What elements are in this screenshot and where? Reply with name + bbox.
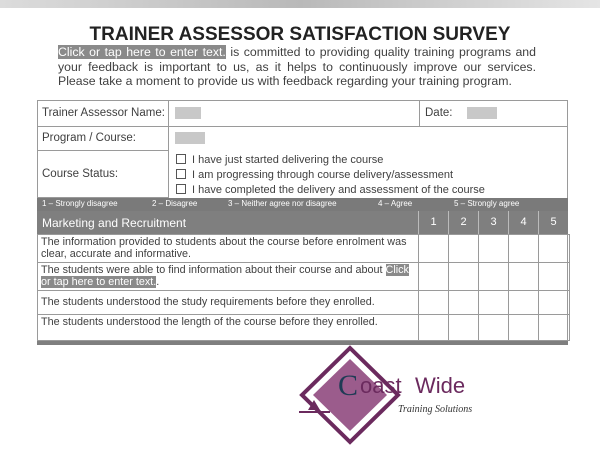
date-label: Date: bbox=[425, 107, 453, 119]
question-text: The students were able to find informati… bbox=[41, 264, 386, 276]
date-input[interactable] bbox=[467, 107, 497, 119]
column-number: 1 bbox=[418, 211, 448, 234]
rating-cell[interactable] bbox=[478, 262, 509, 291]
program-label: Program / Course: bbox=[42, 132, 136, 144]
program-input[interactable] bbox=[175, 132, 205, 144]
status-option: I am progressing through course delivery… bbox=[176, 168, 485, 183]
scale-label: 3 – Neither agree nor disagree bbox=[228, 199, 337, 208]
rating-cell[interactable] bbox=[418, 234, 449, 263]
logo-c: C bbox=[338, 369, 358, 402]
column-number: 4 bbox=[508, 211, 538, 234]
logo: C oast Wide Training Solutions bbox=[299, 345, 472, 445]
logo-coast: oast bbox=[360, 373, 402, 398]
cell bbox=[419, 100, 568, 127]
logo-inner bbox=[313, 359, 387, 431]
rating-cell[interactable] bbox=[508, 314, 539, 341]
logo-triangle bbox=[308, 400, 320, 410]
rating-cell[interactable] bbox=[478, 234, 509, 263]
rating-cell[interactable] bbox=[448, 234, 479, 263]
checkbox[interactable] bbox=[176, 184, 186, 194]
rating-cell[interactable] bbox=[418, 262, 449, 291]
question-text: The students understood the length of th… bbox=[41, 316, 378, 328]
option-text: I have just started delivering the cours… bbox=[192, 154, 384, 166]
question: The students were able to find informati… bbox=[41, 264, 416, 288]
checkbox[interactable] bbox=[176, 154, 186, 164]
title: TRAINER ASSESSOR SATISFACTION SURVEY bbox=[89, 24, 511, 45]
column-number: 5 bbox=[538, 211, 568, 234]
scale-label: 1 – Strongly disagree bbox=[42, 199, 118, 208]
intro-text: is committed to providing quality traini… bbox=[58, 45, 536, 88]
option-text: I am progressing through course delivery… bbox=[192, 169, 454, 181]
question: The students understood the study requir… bbox=[41, 296, 416, 308]
logo-wide: Wide bbox=[415, 373, 465, 398]
rating-cell[interactable] bbox=[508, 262, 539, 291]
top-banner bbox=[0, 0, 600, 8]
column-number: 3 bbox=[478, 211, 508, 234]
scale-bar bbox=[37, 198, 568, 211]
cell bbox=[37, 150, 169, 198]
scale-label: 2 – Disagree bbox=[152, 199, 198, 208]
status-option: I have completed the delivery and assess… bbox=[176, 183, 485, 198]
table-footer bbox=[37, 340, 568, 345]
question: The students understood the length of th… bbox=[41, 316, 416, 328]
trainer-input[interactable] bbox=[175, 107, 201, 119]
option-text: I have completed the delivery and assess… bbox=[192, 184, 485, 196]
rating-cell[interactable] bbox=[538, 290, 570, 315]
trainer-label: Trainer Assessor Name: bbox=[42, 107, 165, 119]
scale: 1 – Strongly disagree 2 – Disagree 3 – Nei… bbox=[42, 199, 562, 210]
rating-cell[interactable] bbox=[508, 234, 539, 263]
rating-cell[interactable] bbox=[478, 290, 509, 315]
rating-cell[interactable] bbox=[448, 314, 479, 341]
rating-cell[interactable] bbox=[448, 290, 479, 315]
section-header bbox=[37, 211, 568, 234]
rating-cell[interactable] bbox=[418, 290, 449, 315]
column-number: 2 bbox=[448, 211, 478, 234]
rating-cell[interactable] bbox=[418, 314, 449, 341]
rating-cell[interactable] bbox=[508, 290, 539, 315]
logo-tagline: Training Solutions bbox=[398, 404, 472, 415]
checkbox[interactable] bbox=[176, 169, 186, 179]
cell bbox=[168, 100, 420, 127]
question-end: . bbox=[156, 276, 160, 288]
section-title: Marketing and Recruitment bbox=[42, 216, 187, 230]
intro: Click or tap here to enter text. is comm… bbox=[58, 45, 536, 89]
placeholder[interactable]: Click or tap here to enter text. bbox=[58, 45, 226, 59]
status-options: I have just started delivering the cours… bbox=[176, 153, 485, 198]
rating-cell[interactable] bbox=[538, 262, 570, 291]
rating-cell[interactable] bbox=[538, 234, 570, 263]
question-text: The information provided to students abo… bbox=[41, 236, 407, 260]
scale-label: 5 – Strongly agree bbox=[454, 199, 520, 208]
status-option: I have just started delivering the cours… bbox=[176, 153, 485, 168]
status-label: Course Status: bbox=[42, 168, 119, 180]
rating-cell[interactable] bbox=[478, 314, 509, 341]
question-text: The students understood the study requir… bbox=[41, 296, 375, 308]
question: The information provided to students abo… bbox=[41, 236, 416, 260]
rating-cell[interactable] bbox=[448, 262, 479, 291]
scale-label: 4 – Agree bbox=[378, 199, 413, 208]
rating-cell[interactable] bbox=[538, 314, 570, 341]
